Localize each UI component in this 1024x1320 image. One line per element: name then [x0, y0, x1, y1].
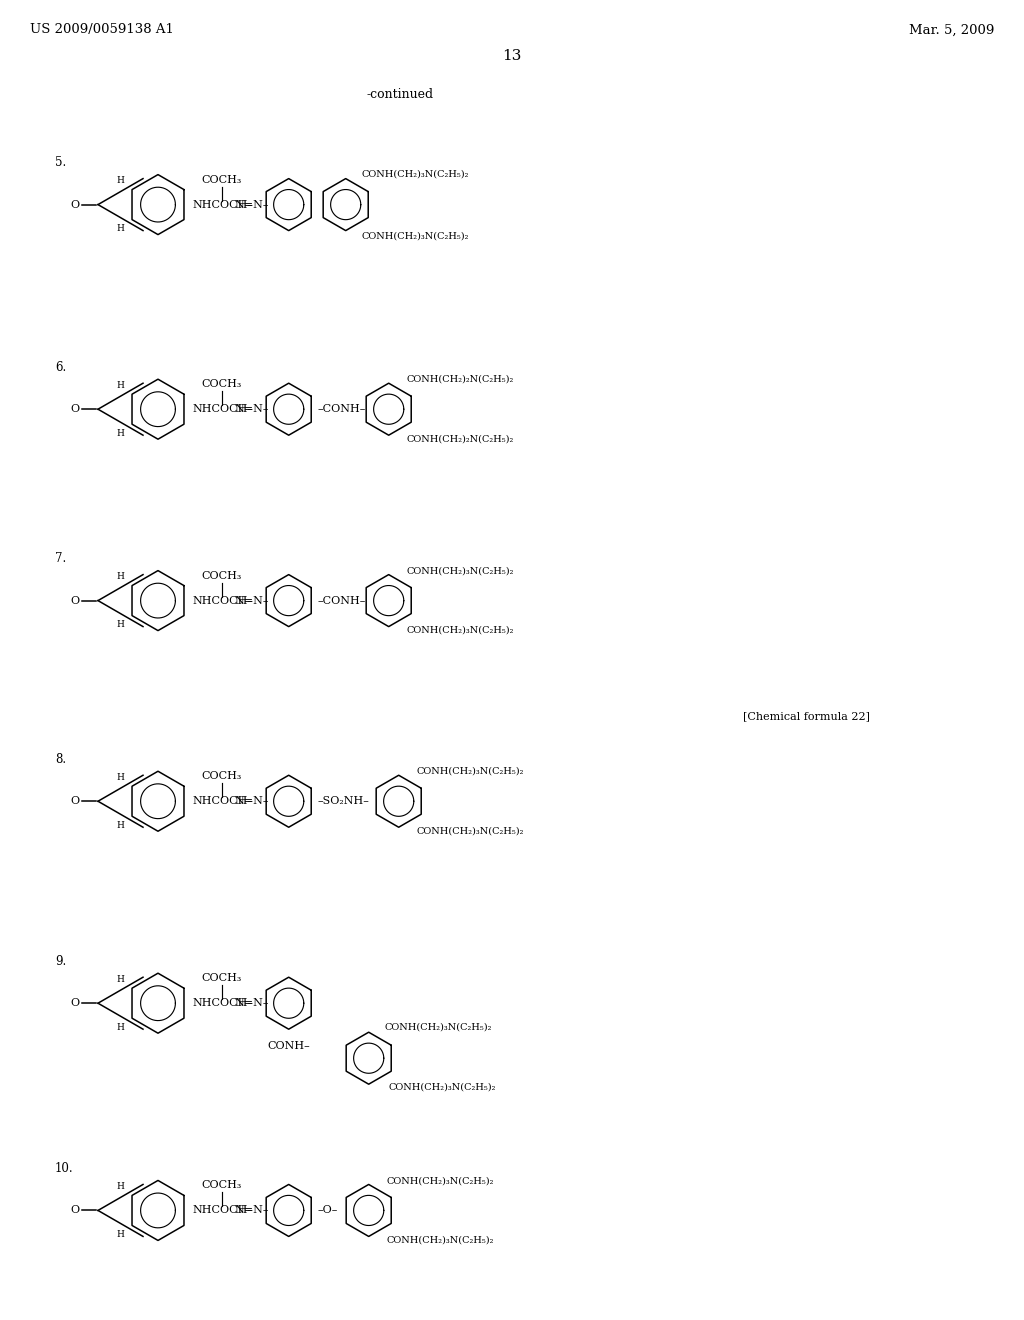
Text: NHCOCH–: NHCOCH–	[193, 998, 253, 1008]
Text: O: O	[71, 404, 80, 414]
Text: NHCOCH–: NHCOCH–	[193, 595, 253, 606]
Text: H: H	[117, 380, 125, 389]
Text: H: H	[117, 1181, 125, 1191]
Text: -continued: -continued	[367, 88, 433, 102]
Text: H: H	[117, 620, 125, 630]
Text: CONH(CH₂)₂N(C₂H₅)₂: CONH(CH₂)₂N(C₂H₅)₂	[407, 375, 514, 384]
Text: COCH₃: COCH₃	[202, 771, 243, 781]
Text: 5.: 5.	[55, 156, 67, 169]
Text: CONH(CH₂)₃N(C₂H₅)₂: CONH(CH₂)₃N(C₂H₅)₂	[417, 767, 524, 776]
Text: NHCOCH–: NHCOCH–	[193, 1205, 253, 1216]
Text: [Chemical formula 22]: [Chemical formula 22]	[743, 711, 870, 721]
Text: O: O	[71, 796, 80, 807]
Text: CONH(CH₂)₃N(C₂H₅)₂: CONH(CH₂)₃N(C₂H₅)₂	[407, 626, 514, 635]
Text: 8.: 8.	[55, 752, 67, 766]
Text: O: O	[71, 1205, 80, 1216]
Text: CONH(CH₂)₃N(C₂H₅)₂: CONH(CH₂)₃N(C₂H₅)₂	[387, 1176, 494, 1185]
Text: NHCOCH–: NHCOCH–	[193, 199, 253, 210]
Text: H: H	[117, 429, 125, 438]
Text: H: H	[117, 1230, 125, 1239]
Text: CONH(CH₂)₃N(C₂H₅)₂: CONH(CH₂)₃N(C₂H₅)₂	[385, 1023, 493, 1032]
Text: COCH₃: COCH₃	[202, 379, 243, 389]
Text: N=N–: N=N–	[234, 199, 269, 210]
Text: COCH₃: COCH₃	[202, 1180, 243, 1191]
Text: O: O	[71, 998, 80, 1008]
Text: NHCOCH–: NHCOCH–	[193, 796, 253, 807]
Text: 13: 13	[503, 49, 521, 63]
Text: N=N–: N=N–	[234, 1205, 269, 1216]
Text: N=N–: N=N–	[234, 404, 269, 414]
Text: H: H	[117, 176, 125, 185]
Text: CONH(CH₂)₃N(C₂H₅)₂: CONH(CH₂)₃N(C₂H₅)₂	[417, 826, 524, 836]
Text: CONH(CH₂)₂N(C₂H₅)₂: CONH(CH₂)₂N(C₂H₅)₂	[407, 434, 514, 444]
Text: NHCOCH–: NHCOCH–	[193, 404, 253, 414]
Text: COCH₃: COCH₃	[202, 570, 243, 581]
Text: CONH(CH₂)₃N(C₂H₅)₂: CONH(CH₂)₃N(C₂H₅)₂	[407, 566, 514, 576]
Text: –SO₂NH–: –SO₂NH–	[317, 796, 370, 807]
Text: 6.: 6.	[55, 360, 67, 374]
Text: COCH₃: COCH₃	[202, 174, 243, 185]
Text: –CONH–: –CONH–	[317, 595, 366, 606]
Text: Mar. 5, 2009: Mar. 5, 2009	[908, 24, 994, 37]
Text: H: H	[117, 821, 125, 830]
Text: CONH(CH₂)₃N(C₂H₅)₂: CONH(CH₂)₃N(C₂H₅)₂	[361, 169, 469, 178]
Text: 9.: 9.	[55, 954, 67, 968]
Text: COCH₃: COCH₃	[202, 973, 243, 983]
Text: CONH(CH₂)₃N(C₂H₅)₂: CONH(CH₂)₃N(C₂H₅)₂	[361, 231, 469, 240]
Text: CONH(CH₂)₃N(C₂H₅)₂: CONH(CH₂)₃N(C₂H₅)₂	[387, 1236, 494, 1245]
Text: –O–: –O–	[317, 1205, 338, 1216]
Text: H: H	[117, 224, 125, 234]
Text: N=N–: N=N–	[234, 796, 269, 807]
Text: 10.: 10.	[55, 1162, 74, 1175]
Text: H: H	[117, 572, 125, 581]
Text: O: O	[71, 199, 80, 210]
Text: N=N–: N=N–	[234, 595, 269, 606]
Text: H: H	[117, 974, 125, 983]
Text: N=N–: N=N–	[234, 998, 269, 1008]
Text: US 2009/0059138 A1: US 2009/0059138 A1	[30, 24, 174, 37]
Text: –CONH–: –CONH–	[317, 404, 366, 414]
Text: O: O	[71, 595, 80, 606]
Text: CONH(CH₂)₃N(C₂H₅)₂: CONH(CH₂)₃N(C₂H₅)₂	[388, 1082, 496, 1092]
Text: CONH–: CONH–	[267, 1041, 310, 1051]
Text: H: H	[117, 1023, 125, 1032]
Text: 7.: 7.	[55, 552, 67, 565]
Text: H: H	[117, 772, 125, 781]
